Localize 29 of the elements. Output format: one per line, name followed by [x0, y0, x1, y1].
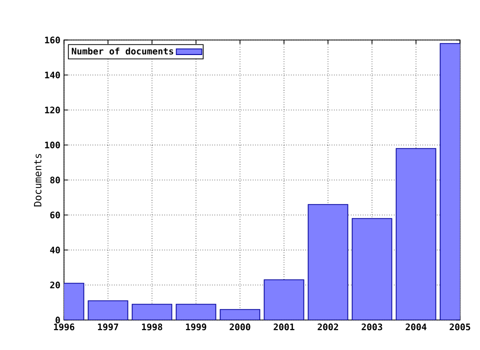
bar [132, 304, 172, 320]
y-axis-title: Documents [34, 154, 42, 206]
bar [352, 218, 392, 320]
y-tick-label: 160 [45, 36, 60, 44]
x-tick-label: 1997 [98, 324, 118, 330]
bar [88, 300, 128, 320]
x-tick-label: 1999 [186, 324, 206, 330]
legend-label: Number of documents [72, 48, 174, 55]
bar [220, 309, 260, 320]
bar [264, 279, 304, 320]
x-tick-label: 2000 [230, 324, 250, 330]
y-tick-label: 120 [45, 106, 60, 114]
y-tick-label: 140 [45, 72, 60, 78]
x-tick-label: 2001 [274, 324, 294, 330]
y-tick-label: 80 [50, 176, 60, 184]
bar [176, 304, 216, 320]
x-tick-label: 2003 [362, 324, 382, 330]
x-tick-label: 2004 [406, 324, 426, 330]
y-tick-label: 60 [50, 212, 60, 218]
y-tick-label: 100 [45, 142, 60, 148]
x-tick-label: 2002 [318, 324, 338, 330]
x-tick-label: 2005 [450, 324, 470, 330]
y-tick-label: 40 [50, 246, 60, 254]
x-tick-label: 1996 [54, 324, 74, 330]
bar [308, 204, 348, 320]
y-tick-label: 20 [50, 282, 60, 288]
x-tick-label: 1998 [142, 324, 162, 330]
y-tick-label: 0 [56, 316, 60, 324]
bar [396, 148, 436, 320]
